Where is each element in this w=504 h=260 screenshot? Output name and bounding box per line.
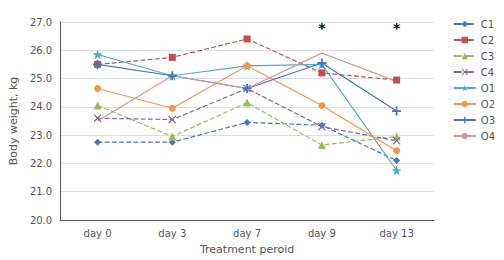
svg-text:day 13: day 13 bbox=[379, 228, 413, 239]
svg-text:O2: O2 bbox=[481, 99, 495, 110]
svg-text:day 0: day 0 bbox=[84, 228, 112, 239]
svg-text:C4: C4 bbox=[481, 67, 494, 78]
svg-text:Treatment peroid: Treatment peroid bbox=[199, 243, 294, 256]
svg-text:C1: C1 bbox=[481, 19, 494, 30]
svg-text:C3: C3 bbox=[481, 51, 494, 62]
svg-text:*: * bbox=[393, 20, 401, 36]
svg-text:O3: O3 bbox=[481, 115, 495, 126]
svg-text:25.0: 25.0 bbox=[30, 73, 52, 84]
svg-text:20.0: 20.0 bbox=[30, 215, 52, 226]
svg-text:22.0: 22.0 bbox=[30, 158, 52, 169]
svg-text:O4: O4 bbox=[481, 131, 495, 142]
svg-text:O1: O1 bbox=[481, 83, 495, 94]
svg-text:27.0: 27.0 bbox=[30, 17, 52, 28]
svg-text:day 9: day 9 bbox=[308, 228, 336, 239]
svg-text:24.0: 24.0 bbox=[30, 101, 52, 112]
svg-text:day 7: day 7 bbox=[233, 228, 261, 239]
svg-text:Body weight, kg: Body weight, kg bbox=[7, 77, 20, 166]
svg-text:23.0: 23.0 bbox=[30, 130, 52, 141]
svg-text:day 3: day 3 bbox=[158, 228, 186, 239]
svg-text:*: * bbox=[318, 20, 326, 36]
svg-text:C2: C2 bbox=[481, 35, 494, 46]
svg-text:26.0: 26.0 bbox=[30, 45, 52, 56]
svg-text:21.0: 21.0 bbox=[30, 186, 52, 197]
